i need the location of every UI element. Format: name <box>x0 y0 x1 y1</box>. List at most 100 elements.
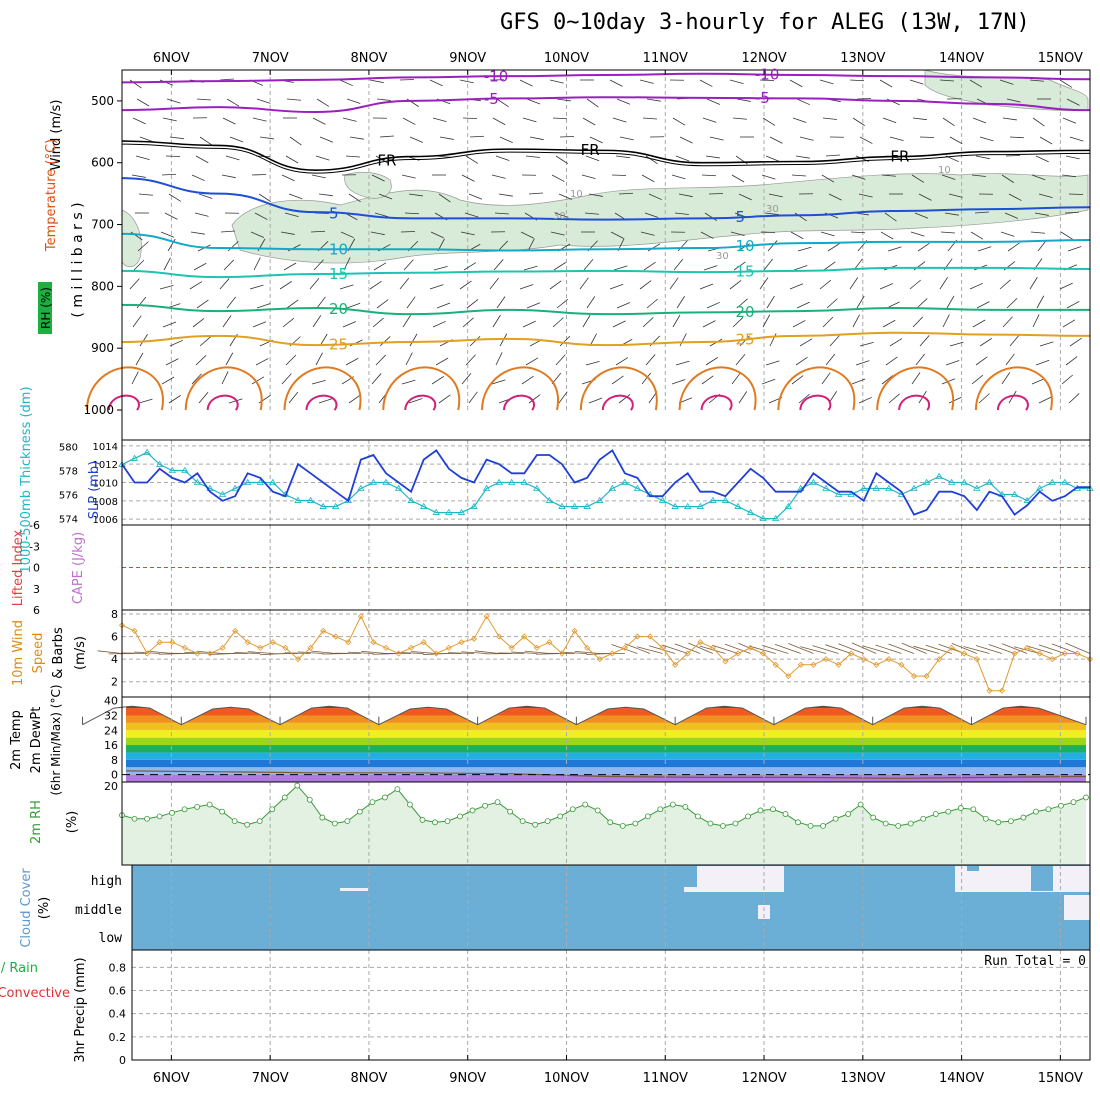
wind-barb <box>1029 276 1038 290</box>
wind-speed-point <box>986 687 993 694</box>
wind-barb <box>468 391 478 404</box>
wind-barb <box>822 316 834 328</box>
ylabel-rh: RH (%) <box>39 287 53 329</box>
thickness-point <box>935 472 943 479</box>
wind-speed-point <box>320 627 327 634</box>
wind-barb <box>849 79 865 82</box>
wind-barb <box>1038 193 1053 199</box>
wind-barb <box>135 155 150 161</box>
wind-barb <box>219 78 234 81</box>
temperature-contour <box>121 331 1091 347</box>
wind-barb <box>433 265 448 271</box>
wind-barb-10m <box>347 651 374 654</box>
wind-barb <box>195 354 207 366</box>
wind-barb-10m <box>561 651 588 654</box>
theta-contour <box>974 366 1053 411</box>
rh-point <box>344 818 351 825</box>
wind-barb <box>639 79 654 84</box>
hot-contour <box>305 394 338 411</box>
wind-barb <box>1065 155 1080 160</box>
contour-label: FR <box>581 141 600 159</box>
wind-barb <box>582 314 591 328</box>
wind-barb <box>700 231 714 239</box>
temperature-contour <box>121 232 1091 252</box>
wind-barb <box>819 279 832 290</box>
wind-barb <box>162 117 177 122</box>
wind-barb <box>647 243 661 252</box>
hot-contour <box>206 394 239 411</box>
wind-barb <box>851 378 866 385</box>
wind-barb <box>348 193 361 203</box>
precip-tick-label: 0.8 <box>109 961 127 974</box>
wind-barb <box>731 372 741 385</box>
wind-speed-point <box>973 656 980 663</box>
wind-barb <box>702 117 717 123</box>
wind-barb <box>879 79 893 88</box>
chart-title: GFS 0~10day 3-hourly for ALEG (13W, 17N) <box>500 10 1030 35</box>
contour-label: 10 <box>736 237 755 255</box>
wind-barb <box>701 174 717 177</box>
wind-speed-point <box>898 661 905 668</box>
rh-point <box>682 804 689 810</box>
thickness-point <box>885 484 893 491</box>
thickness-point <box>470 502 478 509</box>
wind-tick-label: 2 <box>111 676 118 689</box>
wind-speed-point <box>1036 650 1043 657</box>
rh-point <box>882 820 889 827</box>
wind-barb <box>139 334 148 347</box>
wind-barb <box>732 117 747 120</box>
temperature-band <box>126 759 1086 768</box>
wind-barb <box>793 265 808 271</box>
wind-barb <box>529 136 544 141</box>
thickness-point <box>256 478 264 485</box>
rh-contour-label: 10 <box>570 189 583 200</box>
thickness-point <box>319 502 327 509</box>
thickness-point <box>231 484 239 491</box>
wind-barb <box>645 155 658 165</box>
clear-sky-cell <box>758 905 770 919</box>
rh-point <box>194 804 201 810</box>
temperature-band <box>126 737 1086 746</box>
wind-barb <box>709 136 724 141</box>
wind-barb <box>588 397 603 404</box>
wind-barb <box>133 259 145 271</box>
wind-barb <box>889 136 904 142</box>
wind-speed-point <box>734 650 742 657</box>
wind-barb <box>738 391 748 404</box>
wind-barb <box>738 193 752 201</box>
wind-barb-10m <box>913 645 940 654</box>
wind-barb <box>496 98 509 108</box>
wind-barb <box>459 79 474 84</box>
wind-barb <box>909 79 924 85</box>
wind-barb <box>406 296 416 309</box>
rh-legend-swatch <box>38 282 52 334</box>
wind-barb-10m <box>711 644 739 654</box>
wind-barb <box>131 174 146 178</box>
thickness-point <box>709 496 717 503</box>
rh-point <box>1058 802 1064 809</box>
wind-barb-10m <box>361 650 387 654</box>
wind-barb <box>588 193 603 197</box>
wind-barb <box>639 280 652 290</box>
wind-barb <box>254 212 268 220</box>
thickness-point <box>608 484 616 491</box>
wind-barb <box>469 335 481 347</box>
wind-barb <box>373 262 387 271</box>
wind-barb <box>582 117 596 126</box>
wind-barb <box>1068 393 1080 404</box>
wind-barb <box>970 231 984 240</box>
wind-barb <box>618 192 634 195</box>
wind-barb <box>828 193 842 201</box>
thickness-point <box>658 496 667 503</box>
date-tick-bottom: 15NOV <box>1038 1071 1083 1086</box>
temperature-band <box>126 708 1086 716</box>
wind-barb <box>884 212 897 222</box>
temp-tick-label: 0 <box>111 769 118 782</box>
rh-point <box>895 822 902 829</box>
wind-barb <box>677 240 688 252</box>
wind-barb <box>673 258 684 271</box>
wind-barb <box>438 394 451 404</box>
thickness-point <box>218 490 227 497</box>
wind-speed-point <box>395 650 402 657</box>
